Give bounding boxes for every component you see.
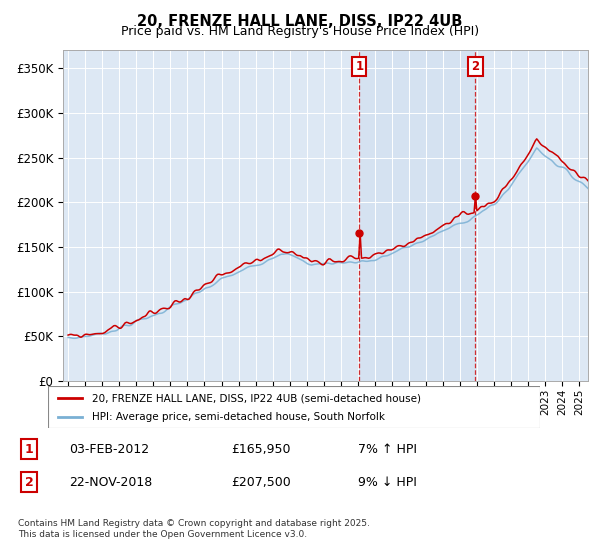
Bar — [359, 50, 475, 381]
Text: Contains HM Land Registry data © Crown copyright and database right 2025.
This d: Contains HM Land Registry data © Crown c… — [18, 519, 370, 539]
Text: 03-FEB-2012: 03-FEB-2012 — [70, 442, 150, 455]
Text: 22-NOV-2018: 22-NOV-2018 — [70, 476, 153, 489]
Text: 1: 1 — [25, 442, 34, 455]
Text: 20, FRENZE HALL LANE, DISS, IP22 4UB: 20, FRENZE HALL LANE, DISS, IP22 4UB — [137, 14, 463, 29]
Text: 1: 1 — [355, 60, 364, 73]
Text: HPI: Average price, semi-detached house, South Norfolk: HPI: Average price, semi-detached house,… — [92, 412, 385, 422]
Text: £207,500: £207,500 — [231, 476, 290, 489]
Text: 2: 2 — [25, 476, 34, 489]
FancyBboxPatch shape — [48, 386, 540, 428]
Text: 20, FRENZE HALL LANE, DISS, IP22 4UB (semi-detached house): 20, FRENZE HALL LANE, DISS, IP22 4UB (se… — [92, 393, 421, 403]
Text: 7% ↑ HPI: 7% ↑ HPI — [358, 442, 416, 455]
Text: Price paid vs. HM Land Registry's House Price Index (HPI): Price paid vs. HM Land Registry's House … — [121, 25, 479, 38]
Text: 2: 2 — [472, 60, 479, 73]
Text: 9% ↓ HPI: 9% ↓ HPI — [358, 476, 416, 489]
Text: £165,950: £165,950 — [231, 442, 290, 455]
